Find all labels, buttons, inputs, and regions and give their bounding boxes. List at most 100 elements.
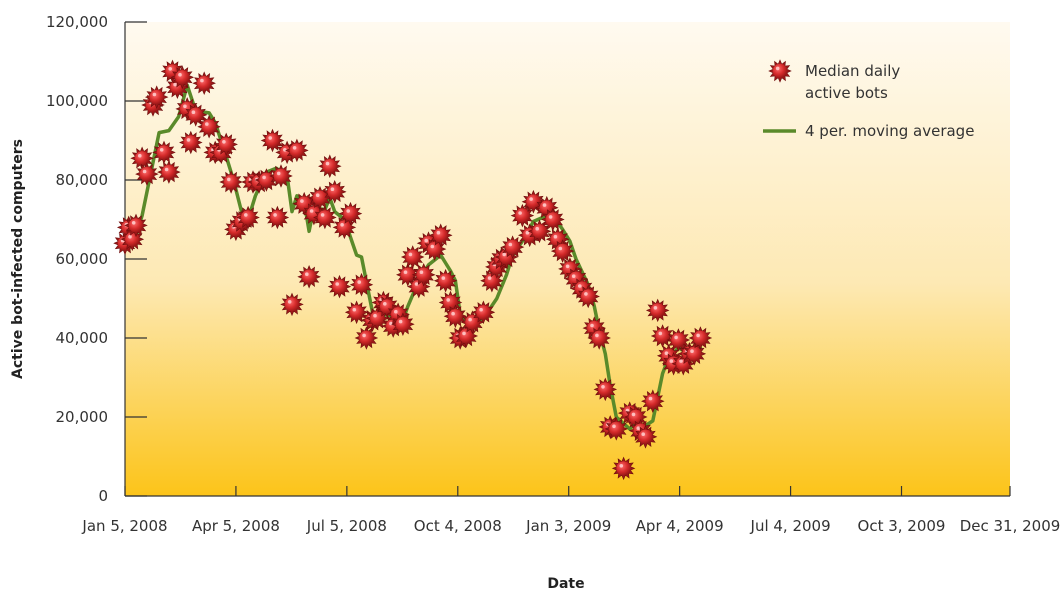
data-point	[280, 292, 304, 317]
marker-highlight	[168, 67, 172, 71]
marker-core	[687, 346, 702, 361]
data-point	[124, 213, 148, 238]
marker-highlight	[357, 280, 361, 284]
x-tick-label: Jul 4, 2009	[750, 517, 831, 535]
marker-highlight	[451, 311, 455, 316]
data-point	[135, 162, 159, 186]
marker-highlight	[362, 333, 366, 338]
marker-highlight	[138, 153, 142, 158]
marker-core	[655, 328, 670, 344]
data-point	[666, 328, 691, 352]
data-point	[313, 205, 337, 230]
marker-highlight	[424, 238, 428, 243]
marker-highlight	[696, 333, 700, 338]
marker-highlight	[578, 284, 582, 288]
data-point	[349, 272, 374, 297]
data-point	[254, 168, 279, 192]
data-point	[411, 263, 436, 287]
marker-core	[317, 210, 333, 225]
marker-highlight	[529, 197, 533, 201]
data-point	[460, 310, 485, 334]
y-axis-title: Active bot-infected computers	[10, 139, 26, 379]
data-point	[443, 304, 468, 329]
data-point	[500, 235, 525, 259]
marker-highlight	[292, 146, 297, 150]
marker-core	[322, 159, 337, 174]
marker-core	[609, 421, 624, 437]
data-point	[197, 114, 221, 139]
y-tick-label: 60,000	[56, 250, 109, 268]
marker-core	[616, 461, 631, 476]
marker-core	[671, 332, 686, 348]
data-point	[611, 456, 636, 481]
y-tick-label: 100,000	[46, 92, 108, 110]
marker-core	[188, 107, 203, 122]
data-point	[641, 389, 665, 413]
marker-core	[433, 228, 448, 243]
marker-highlight	[584, 292, 588, 296]
y-tick-label: 80,000	[56, 171, 109, 189]
marker-highlight	[131, 221, 136, 225]
marker-core	[416, 267, 431, 282]
x-tick-label: Apr 5, 2008	[192, 517, 280, 535]
marker-highlight	[446, 298, 450, 302]
marker-highlight	[636, 426, 641, 430]
marker-highlight	[287, 300, 292, 304]
data-point	[633, 425, 658, 449]
data-point	[297, 265, 321, 289]
marker-highlight	[340, 223, 344, 227]
data-point	[391, 312, 415, 336]
marker-highlight	[173, 82, 177, 87]
marker-highlight	[268, 136, 272, 140]
data-point	[645, 298, 670, 323]
marker-highlight	[419, 270, 424, 274]
y-tick-label: 0	[98, 487, 108, 505]
marker-highlight	[679, 359, 683, 363]
marker-core	[332, 279, 347, 294]
y-tick-label: 40,000	[56, 329, 109, 347]
marker-core	[448, 309, 463, 324]
marker-core	[183, 135, 198, 150]
marker-highlight	[186, 138, 191, 142]
marker-highlight	[200, 78, 204, 83]
marker-highlight	[191, 110, 196, 114]
x-tick-label: Oct 4, 2008	[414, 517, 502, 535]
data-point	[428, 223, 453, 248]
marker-highlight	[222, 140, 226, 144]
marker-highlight	[205, 122, 209, 126]
marker-core	[270, 210, 285, 225]
data-point	[454, 324, 479, 348]
marker-core	[265, 133, 280, 148]
marker-highlight	[128, 234, 132, 239]
data-point	[265, 205, 290, 230]
marker-highlight	[525, 230, 530, 235]
marker-highlight	[690, 349, 694, 353]
data-point	[433, 268, 458, 293]
marker-highlight	[403, 270, 408, 274]
marker-highlight	[300, 199, 304, 203]
marker-highlight	[309, 209, 314, 213]
marker-core	[545, 212, 561, 227]
marker-core	[343, 206, 358, 221]
data-point	[179, 130, 203, 155]
marker-highlight	[595, 333, 599, 338]
marker-highlight	[408, 252, 413, 257]
data-point	[219, 170, 243, 194]
marker-highlight	[320, 213, 325, 217]
marker-highlight	[178, 72, 182, 77]
y-tick-label: 20,000	[56, 408, 109, 426]
marker-highlight	[335, 282, 339, 286]
x-axis-title: Date	[547, 576, 584, 592]
marker-highlight	[468, 317, 472, 322]
marker-core	[149, 89, 164, 105]
data-point	[576, 284, 600, 309]
marker-core	[156, 145, 172, 160]
marker-highlight	[653, 306, 658, 310]
marker-core	[259, 172, 274, 188]
marker-highlight	[631, 412, 636, 417]
marker-core	[405, 249, 420, 265]
marker-highlight	[619, 464, 624, 468]
marker-core	[532, 224, 547, 239]
marker-highlight	[325, 161, 330, 166]
legend-label-ma: 4 per. moving average	[805, 122, 974, 140]
